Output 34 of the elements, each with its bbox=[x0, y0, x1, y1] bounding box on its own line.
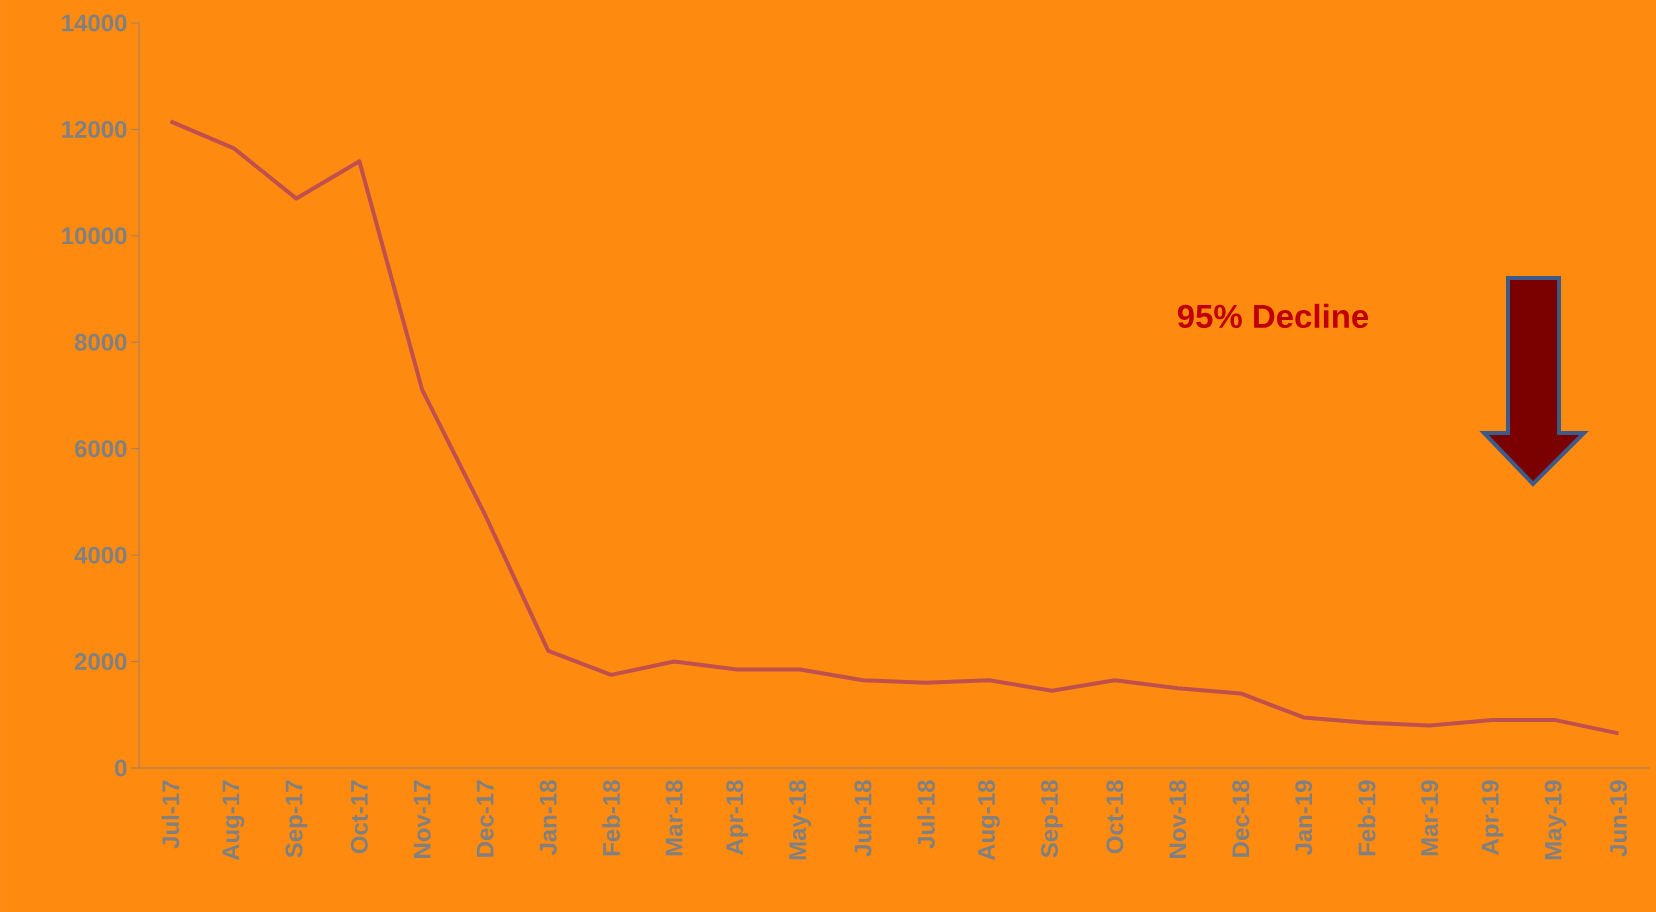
y-tick-label: 14000 bbox=[62, 14, 127, 32]
annotation: 95% Decline bbox=[1177, 303, 1369, 329]
y-tick-label: 4000 bbox=[74, 546, 127, 564]
x-tick-label: Apr-18 bbox=[726, 780, 748, 855]
x-tick-label: Jun-18 bbox=[854, 780, 872, 857]
x-tick-label: Apr-19 bbox=[1481, 780, 1504, 855]
line-series bbox=[168, 119, 1621, 736]
x-tick-label: Jul-18 bbox=[917, 780, 935, 849]
x-tick-label: Jan-19 bbox=[1295, 780, 1313, 856]
x-tick-label: Jan-18 bbox=[539, 780, 557, 856]
x-tick-label: Sep-17 bbox=[285, 780, 308, 858]
x-tick-label: Sep-18 bbox=[1041, 780, 1063, 858]
x-tick-label: Mar-18 bbox=[665, 780, 683, 856]
x-tick-label: Jun-19 bbox=[1610, 780, 1628, 857]
x-tick-label: Nov-17 bbox=[413, 780, 431, 858]
y-tick-label: 6000 bbox=[74, 440, 127, 458]
x-tick-label: Feb-19 bbox=[1357, 780, 1376, 856]
y-tick-label: 0 bbox=[115, 759, 127, 777]
x-tick-label: Aug-18 bbox=[978, 780, 1000, 861]
x-tick-label: Aug-17 bbox=[222, 780, 245, 861]
x-tick-label: Mar-19 bbox=[1421, 780, 1439, 856]
x-tick-label: May-19 bbox=[1544, 780, 1567, 860]
y-tick-label: 10000 bbox=[62, 227, 127, 245]
x-tick-label: Dec-18 bbox=[1232, 780, 1250, 857]
x-tick-label: Oct-18 bbox=[1106, 780, 1124, 854]
y-tick-label: 2000 bbox=[74, 653, 127, 671]
y-tick-label: 12000 bbox=[62, 120, 127, 138]
x-tick-label: Nov-18 bbox=[1169, 780, 1187, 858]
x-tick-label: Feb-18 bbox=[602, 780, 621, 856]
y-tick-label: 8000 bbox=[74, 333, 127, 351]
x-tick-label: Oct-17 bbox=[350, 780, 368, 854]
x-tick-label: Dec-17 bbox=[476, 780, 494, 857]
x-tick-label: May-18 bbox=[789, 780, 811, 860]
x-tick-label: Jul-17 bbox=[161, 780, 180, 849]
